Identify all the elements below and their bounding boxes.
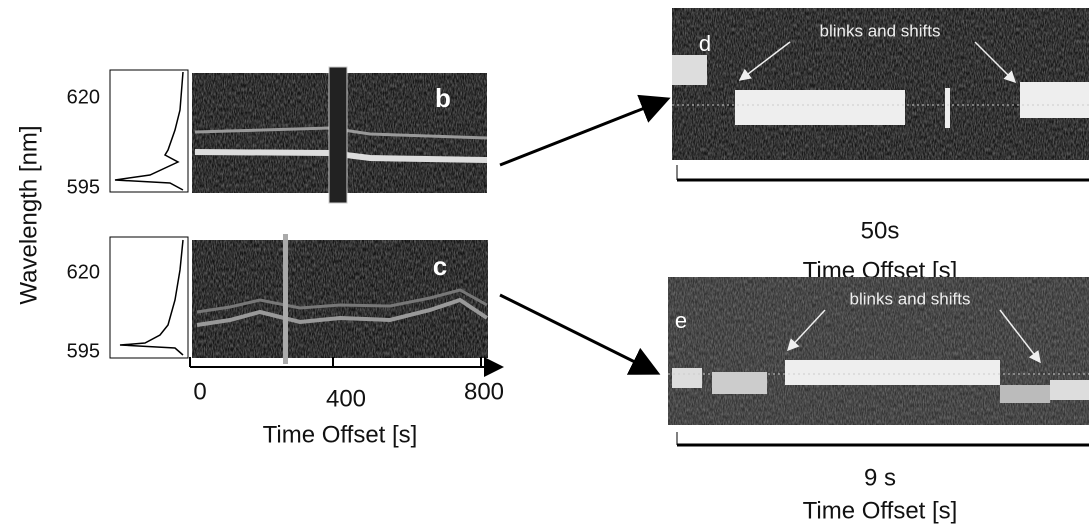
bright-band	[672, 368, 702, 388]
annotation-arrow	[786, 309, 826, 352]
bright-band	[1000, 385, 1050, 403]
trace	[194, 149, 488, 163]
panel-label: e	[675, 308, 687, 333]
bright-band	[785, 360, 1000, 385]
annotation-arrow	[974, 41, 1017, 84]
annotation-arrow	[999, 309, 1041, 364]
cut-marker	[328, 66, 348, 204]
arrow	[499, 94, 671, 167]
spectrum-box	[109, 236, 189, 359]
x-axis-label: Time Offset [s]	[263, 421, 418, 448]
annotation-arrow	[738, 41, 791, 81]
axis-label: Time Offset [s]	[803, 497, 958, 524]
panel-label: c	[433, 251, 447, 281]
bright-band	[1050, 380, 1089, 400]
spectrum-box	[109, 69, 189, 193]
spectrum-curve	[114, 71, 184, 191]
y-tick-label: 620	[67, 86, 100, 108]
image-noise	[192, 240, 488, 358]
panel-label: b	[435, 83, 451, 113]
x-tick-label: 400	[326, 385, 366, 412]
scale-label: 50s	[861, 217, 900, 244]
cut-marker	[283, 234, 288, 364]
scale-label: 9 s	[864, 464, 896, 491]
x-tick-label: 0	[193, 378, 206, 405]
x-tick-label: 800	[464, 378, 504, 405]
annotation: blinks and shifts	[820, 21, 941, 40]
bright-band	[735, 90, 905, 125]
arrow	[499, 293, 661, 375]
spectrum-curve	[119, 239, 184, 356]
trace	[194, 126, 488, 140]
y-tick-label: 595	[67, 340, 100, 362]
trace	[196, 297, 489, 327]
panel-label: d	[699, 31, 711, 56]
image-noise	[672, 8, 1089, 160]
bright-band	[672, 55, 707, 85]
trace	[196, 288, 488, 314]
y-axis-label: Wavelength [nm]	[15, 125, 42, 304]
y-tick-label: 620	[67, 261, 100, 283]
annotation: blinks and shifts	[850, 289, 971, 308]
bright-band	[945, 88, 950, 128]
y-tick-label: 595	[67, 176, 100, 198]
bright-band	[712, 372, 767, 394]
bright-band	[1020, 82, 1089, 118]
